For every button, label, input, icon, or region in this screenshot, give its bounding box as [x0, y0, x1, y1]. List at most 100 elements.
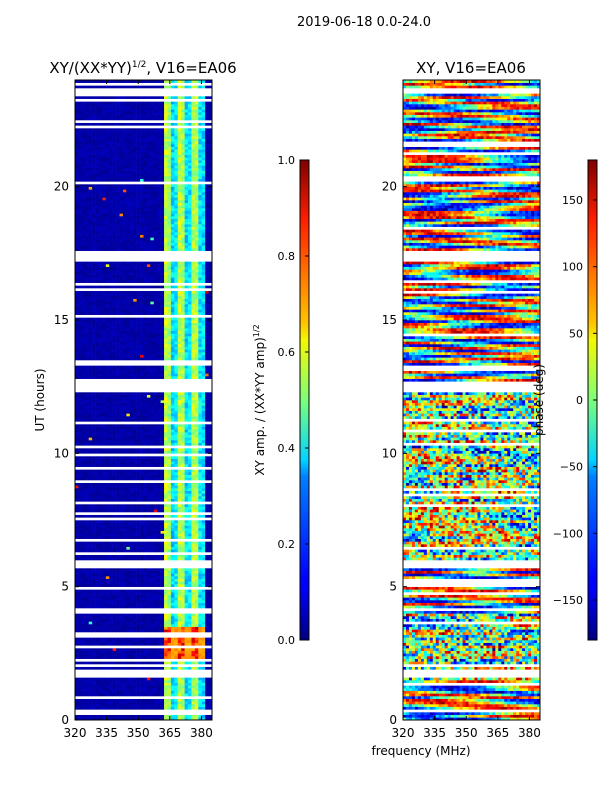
amplitude-cell [112, 661, 117, 665]
amplitude-cell [205, 400, 209, 403]
amplitude-cell [143, 706, 148, 710]
amplitude-cell [105, 357, 110, 361]
amplitude-cell [88, 410, 93, 414]
amplitude-flagged-row [75, 565, 212, 569]
amplitude-cell [194, 626, 199, 630]
amplitude-cell [184, 469, 189, 473]
amplitude-cell [78, 325, 83, 329]
amplitude-cell [164, 320, 168, 323]
amplitude-cell [105, 584, 110, 587]
amplitude-cell [133, 536, 137, 539]
amplitude-cell [157, 474, 161, 478]
amplitude-cell [167, 296, 172, 299]
amplitude-cell [150, 576, 155, 579]
amplitude-cell [181, 680, 185, 683]
amplitude-cell [116, 506, 120, 510]
amplitude-cell [181, 370, 185, 374]
amplitude-cell [109, 376, 113, 379]
amplitude-cell [181, 576, 185, 579]
amplitude-cell [184, 333, 189, 337]
amplitude-cell [105, 330, 110, 334]
amplitude-cell [133, 693, 137, 697]
amplitude-cell [92, 589, 96, 593]
amplitude-cell [170, 325, 175, 329]
amplitude-cell [146, 365, 151, 369]
amplitude-cell [143, 317, 148, 321]
amplitude-cell [205, 490, 209, 494]
amplitude-cell [109, 338, 113, 342]
amplitude-cell [198, 450, 203, 454]
amplitude-cell [136, 426, 141, 430]
amplitude-cell [157, 400, 161, 403]
amplitude-cell [143, 410, 148, 414]
amplitude-cell [140, 653, 144, 657]
amplitude-cell [143, 464, 148, 467]
amplitude-cell [150, 440, 155, 443]
amplitude-cell [75, 368, 79, 371]
amplitude-cell [191, 530, 196, 534]
amplitude-cell [126, 338, 131, 342]
amplitude-cell [140, 504, 144, 507]
amplitude-cell [126, 306, 131, 310]
amplitude-cell [78, 434, 83, 438]
amplitude-cell [136, 405, 141, 409]
amplitude-cell [102, 426, 107, 430]
amplitude-cell [184, 306, 189, 310]
amplitude-cell [188, 418, 192, 422]
amplitude-cell [167, 312, 172, 315]
amplitude-cell [198, 301, 203, 305]
amplitude-cell [88, 320, 93, 323]
amplitude-cell [112, 330, 117, 334]
amplitude-cell [116, 514, 120, 518]
amplitude-cell [102, 405, 107, 409]
amplitude-cell [133, 488, 137, 491]
amplitude-cell [157, 605, 161, 609]
amplitude-cell [140, 714, 144, 718]
amplitude-cell [92, 509, 96, 513]
amplitude-cell [146, 698, 151, 702]
amplitude-cell [177, 618, 182, 622]
amplitude-cell [122, 661, 127, 665]
amplitude-cell [143, 701, 148, 705]
amplitude-cell [102, 442, 107, 446]
amplitude-cell [140, 698, 144, 702]
amplitude-cell [75, 682, 79, 686]
amplitude-cell [92, 592, 96, 595]
amplitude-cell [160, 426, 165, 430]
amplitude-cell [119, 642, 124, 646]
amplitude-cell [181, 456, 185, 459]
amplitude-cell [92, 392, 96, 395]
amplitude-cell [133, 637, 137, 641]
amplitude-cell [98, 370, 103, 374]
amplitude-cell [109, 640, 113, 643]
amplitude-cell [201, 357, 206, 361]
amplitude-cell [122, 621, 127, 625]
amplitude-cell [198, 568, 203, 571]
amplitude-cell [133, 434, 137, 438]
amplitude-cell [150, 600, 155, 603]
amplitude-cell [126, 600, 131, 603]
amplitude-cell [75, 589, 79, 593]
amplitude-cell [146, 581, 151, 585]
amplitude-cell [116, 690, 120, 694]
amplitude-cell [88, 549, 93, 553]
amplitude-cell [184, 296, 189, 299]
amplitude-cell [188, 405, 192, 409]
amplitude-title-sup: 1/2 [132, 60, 146, 70]
amplitude-cell [112, 589, 117, 593]
amplitude-cell [153, 402, 158, 406]
amplitude-cell [126, 437, 131, 441]
amplitude-cell [181, 402, 185, 406]
amplitude-cell [205, 600, 209, 603]
amplitude-cell [112, 298, 117, 302]
amplitude-cell [98, 418, 103, 422]
amplitude-cell [167, 656, 172, 659]
amplitude-cell [205, 536, 209, 539]
amplitude-cell [78, 570, 83, 574]
amplitude-cell [208, 520, 212, 523]
amplitude-cell [170, 573, 175, 577]
amplitude-cell [188, 354, 192, 358]
amplitude-cell [102, 354, 107, 358]
amplitude-cell [170, 413, 175, 417]
amplitude-cell [122, 402, 127, 406]
